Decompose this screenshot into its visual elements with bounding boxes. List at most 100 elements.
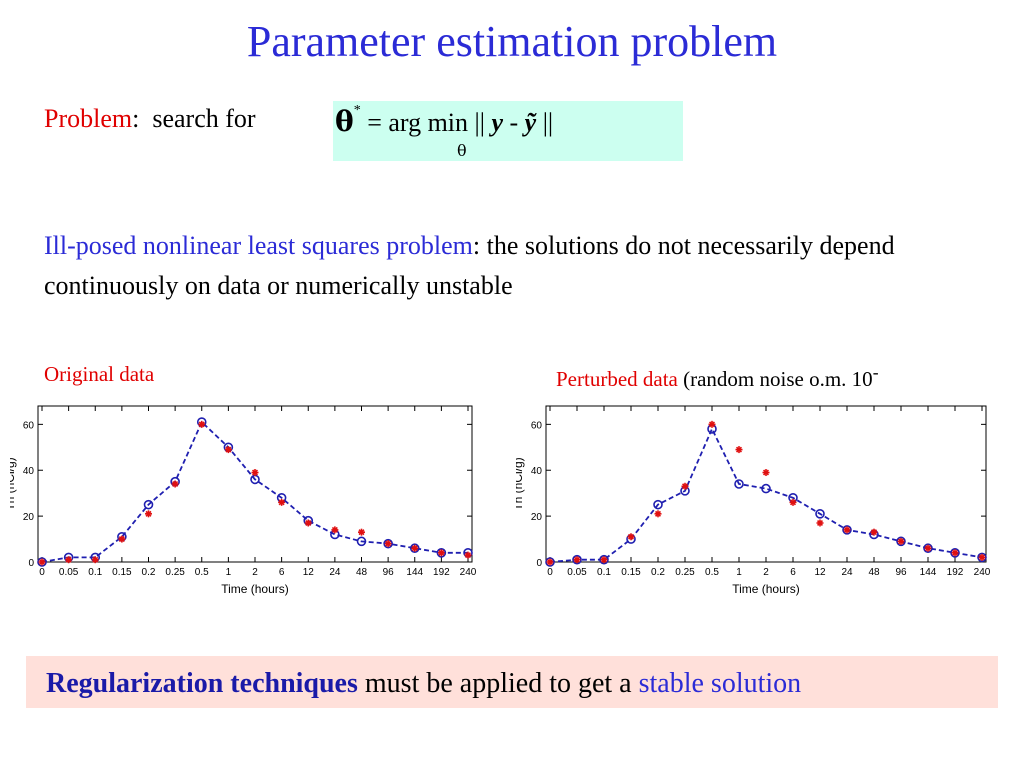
data-point-asterisk xyxy=(546,558,554,566)
data-point-asterisk xyxy=(789,498,797,506)
data-point-circle xyxy=(896,536,906,547)
x-tick-label: 0.05 xyxy=(567,567,587,578)
x-tick-label: 240 xyxy=(974,567,991,578)
x-tick-label: 0.15 xyxy=(112,567,132,578)
x-tick-label: 1 xyxy=(736,567,742,578)
data-point-circle xyxy=(436,548,447,558)
y-tick-label: 0 xyxy=(536,558,542,569)
x-tick-label: 2 xyxy=(763,567,769,578)
data-point-asterisk xyxy=(978,553,986,561)
caption-perturbed-rest: (random noise o.m. 10 xyxy=(677,367,873,391)
data-point-circle xyxy=(37,557,47,567)
conclusion-highlight-2: stable solution xyxy=(638,668,802,699)
data-point-asterisk xyxy=(278,498,286,506)
caption-perturbed-sup: - xyxy=(872,362,879,382)
caption-original: Original data xyxy=(44,362,155,386)
data-point-asterisk xyxy=(816,519,824,527)
data-point-circle xyxy=(977,552,987,563)
x-tick-label: 0.05 xyxy=(59,567,79,578)
ill-posed-rest: : the solutions do not necessarily depen… xyxy=(44,231,895,300)
data-point-asterisk xyxy=(358,528,365,536)
data-point-asterisk xyxy=(681,482,689,490)
x-tick-label: 2 xyxy=(252,567,258,578)
data-point-asterisk xyxy=(870,528,878,536)
data-point-asterisk xyxy=(924,544,932,552)
x-tick-label: 12 xyxy=(303,567,315,578)
data-point-circle xyxy=(383,538,393,549)
argmin-formula: θ* = arg min || y - ỹ || xyxy=(335,103,554,138)
x-tick-label: 192 xyxy=(433,567,450,578)
y-axis-label: Th (nCi/g) xyxy=(516,457,525,510)
y-tick-label: 40 xyxy=(531,466,543,477)
data-point-asterisk xyxy=(951,549,959,557)
argmin-subscript: θ xyxy=(457,141,467,160)
x-tick-label: 24 xyxy=(329,567,341,578)
ill-posed-highlight: Ill-posed nonlinear least squares proble… xyxy=(44,231,473,260)
x-tick-label: 0 xyxy=(39,567,45,578)
slide-title: Parameter estimation problem xyxy=(246,17,778,66)
x-tick-label: 0 xyxy=(547,567,553,578)
x-tick-label: 0.25 xyxy=(165,567,185,578)
data-point-asterisk xyxy=(573,556,581,564)
problem-text: search for xyxy=(152,104,256,133)
x-tick-label: 6 xyxy=(279,567,285,578)
y-tick-label: 20 xyxy=(531,512,543,523)
problem-statement: Problem: search for xyxy=(44,104,256,134)
data-point-asterisk xyxy=(654,510,662,518)
x-tick-label: 240 xyxy=(460,567,477,578)
data-point-circle xyxy=(923,543,933,554)
ytilde-symbol: ỹ xyxy=(524,108,537,137)
x-tick-label: 96 xyxy=(383,567,395,578)
ill-posed-paragraph: Ill-posed nonlinear least squares proble… xyxy=(44,226,1004,306)
x-tick-label: 0.5 xyxy=(705,567,719,578)
data-point-asterisk xyxy=(91,556,99,564)
data-point-circle xyxy=(409,543,420,554)
x-tick-label: 48 xyxy=(356,567,368,578)
data-point-asterisk xyxy=(843,526,851,534)
data-point-asterisk xyxy=(735,446,743,454)
chart-perturbed: 0 20 40 60 0 0.05 0.1 0.15 0.2 0.25 0.5 1 2 6 12 24 48 96… xyxy=(516,396,994,611)
x-tick-label: 0.5 xyxy=(195,567,209,578)
data-point-asterisk xyxy=(600,556,608,564)
data-point-asterisk xyxy=(411,544,419,552)
theta-symbol: θ xyxy=(335,105,354,138)
x-tick-label: 48 xyxy=(868,567,880,578)
fit-line xyxy=(41,420,468,563)
x-tick-label: 24 xyxy=(841,567,853,578)
data-point-circle xyxy=(143,499,154,510)
data-point-asterisk xyxy=(331,526,339,534)
data-point-circle xyxy=(734,479,744,489)
data-point-circle xyxy=(842,525,852,535)
data-point-asterisk xyxy=(897,537,905,545)
formula-box: θ* = arg min || y - ỹ || θ xyxy=(333,101,683,161)
x-tick-label: 0.2 xyxy=(651,567,665,578)
x-tick-label: 0.15 xyxy=(621,567,641,578)
x-tick-label: 0.1 xyxy=(597,567,611,578)
data-point-circle xyxy=(356,536,367,547)
x-tick-label: 144 xyxy=(406,567,423,578)
y-tick-label: 60 xyxy=(23,420,35,431)
data-point-asterisk xyxy=(762,469,770,477)
data-point-asterisk xyxy=(145,510,152,518)
data-point-asterisk xyxy=(627,533,635,541)
data-point-asterisk xyxy=(198,420,206,428)
data-point-asterisk xyxy=(65,556,73,564)
x-tick-label: 1 xyxy=(226,567,232,578)
x-tick-label: 6 xyxy=(790,567,796,578)
caption-perturbed-highlight: Perturbed data xyxy=(556,367,678,391)
y-tick-label: 20 xyxy=(23,512,35,523)
data-point-asterisk xyxy=(224,446,232,454)
data-point-asterisk xyxy=(384,540,392,548)
data-point-asterisk xyxy=(708,420,716,428)
x-tick-label: 96 xyxy=(895,567,907,578)
data-point-asterisk xyxy=(304,519,312,527)
conclusion-highlight-1: Regularization techniques xyxy=(46,668,358,699)
caption-perturbed: Perturbed data (random noise o.m. 10- xyxy=(556,362,879,392)
data-point-circle xyxy=(815,509,825,519)
data-point-asterisk xyxy=(251,469,259,477)
x-tick-label: 144 xyxy=(920,567,937,578)
norm-close: || xyxy=(536,108,554,137)
argmin-text: = arg min || xyxy=(367,108,492,137)
